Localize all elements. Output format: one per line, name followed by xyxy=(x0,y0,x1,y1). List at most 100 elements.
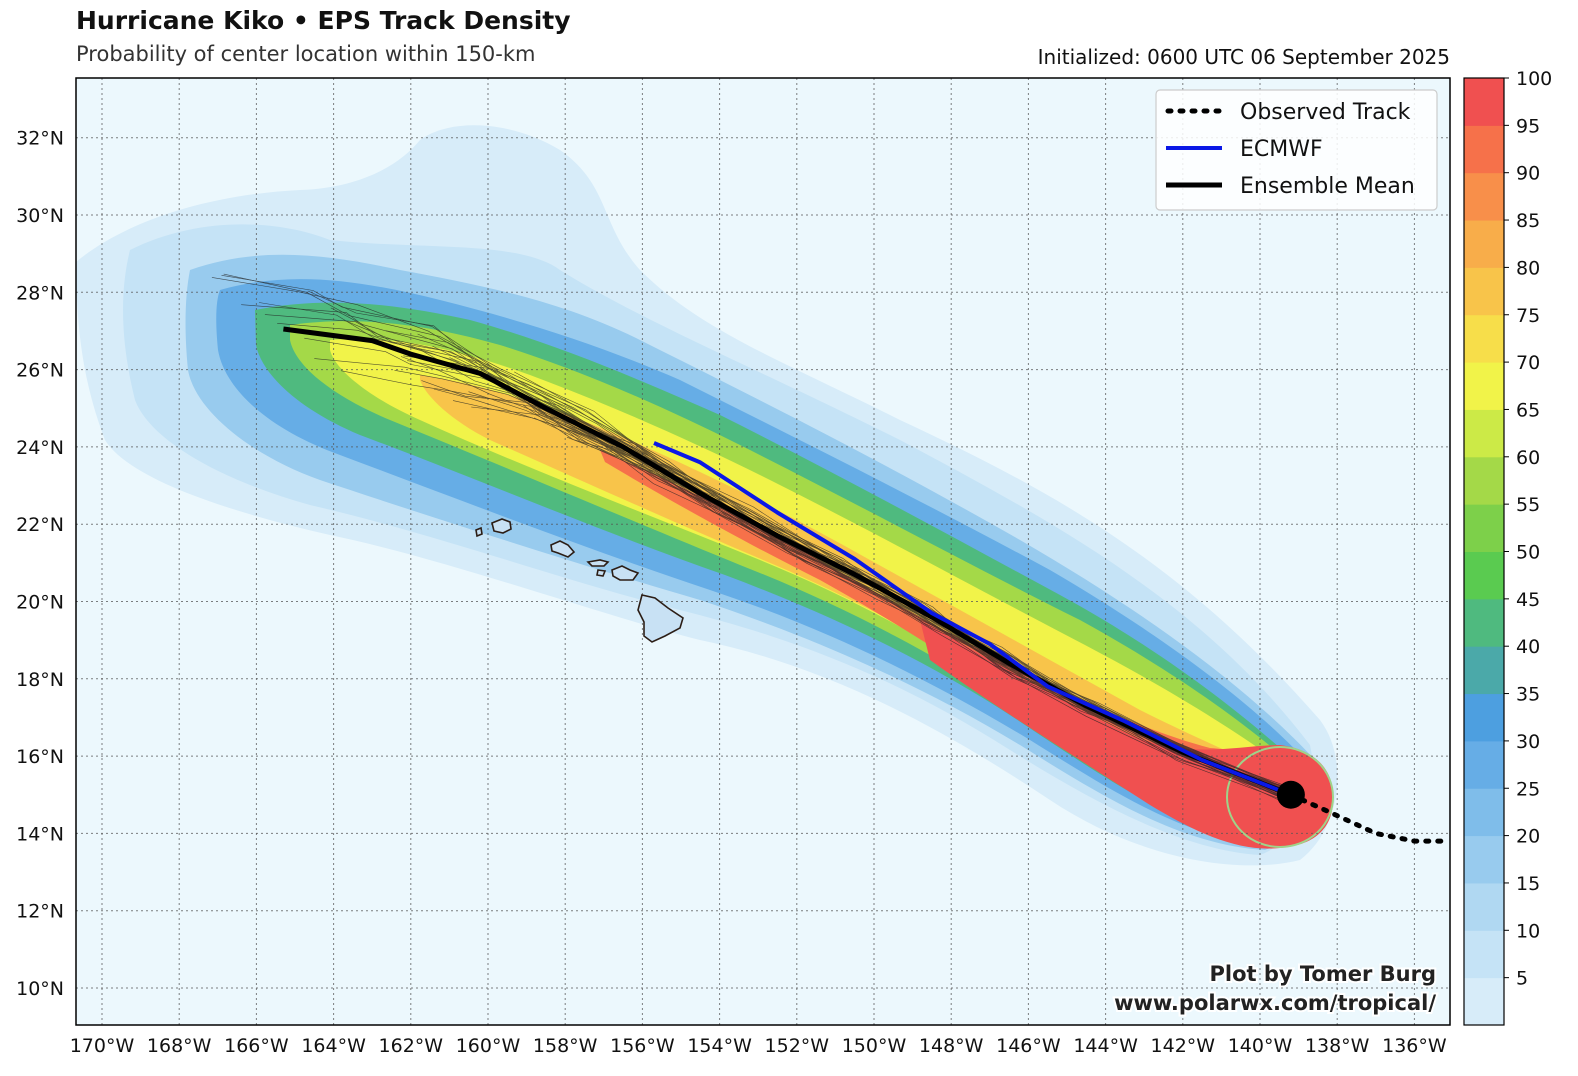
longitude-tick-label: 144°W xyxy=(1073,1035,1138,1057)
longitude-tick-label: 152°W xyxy=(765,1035,830,1057)
island-lanai xyxy=(596,569,607,577)
latitude-tick-label: 16°N xyxy=(16,746,64,768)
longitude-tick-label: 138°W xyxy=(1305,1035,1370,1057)
colorbar-label: 50 xyxy=(1516,542,1540,564)
island-maui xyxy=(611,565,640,581)
colorbar-segment xyxy=(1464,693,1504,742)
colorbar-label: 75 xyxy=(1516,305,1540,327)
colorbar-segment xyxy=(1464,930,1504,979)
map-frame xyxy=(75,77,1451,1026)
colorbar-label: 70 xyxy=(1516,352,1540,374)
longitude-tick-label: 154°W xyxy=(687,1035,752,1057)
colorbar-segment xyxy=(1464,314,1504,363)
colorbar-segment xyxy=(1464,267,1504,316)
longitude-tick-label: 168°W xyxy=(147,1035,212,1057)
ensemble-member-track xyxy=(241,304,1298,793)
longitude-tick-label: 150°W xyxy=(842,1035,907,1057)
longitude-tick-label: 136°W xyxy=(1382,1035,1447,1057)
hawaiian-islands xyxy=(475,518,684,643)
colorbar-label: 55 xyxy=(1516,494,1540,516)
latitude-tick-label: 32°N xyxy=(16,128,64,150)
legend: Observed Track ECMWF Ensemble Mean xyxy=(1155,89,1438,211)
credit-url: www.polarwx.com/tropical/ xyxy=(1114,991,1436,1015)
colorbar-label: 95 xyxy=(1516,115,1540,137)
colorbar-label: 35 xyxy=(1516,684,1540,706)
ensemble-member-track xyxy=(468,391,1302,798)
latitude-tick-label: 24°N xyxy=(16,437,64,459)
credits: Plot by Tomer Burg www.polarwx.com/tropi… xyxy=(1112,960,1438,1017)
colorbar-segment xyxy=(1464,172,1504,221)
colorbar-segment xyxy=(1464,646,1504,695)
legend-ecmwf-label: ECMWF xyxy=(1240,137,1323,162)
latitude-tick-label: 20°N xyxy=(16,592,64,614)
longitude-tick-label: 142°W xyxy=(1151,1035,1216,1057)
colorbar-label: 30 xyxy=(1516,731,1540,753)
colorbar-segment xyxy=(1464,835,1504,884)
latitude-tick-label: 26°N xyxy=(16,360,64,382)
longitude-tick-label: 156°W xyxy=(610,1035,675,1057)
plot-title: Hurricane Kiko • EPS Track Density xyxy=(76,6,571,35)
island-kauai xyxy=(491,518,512,534)
latitude-tick-label: 22°N xyxy=(16,514,64,536)
longitude-tick-label: 164°W xyxy=(301,1035,366,1057)
colorbar-segment xyxy=(1464,125,1504,174)
colorbar-label: 45 xyxy=(1516,589,1540,611)
latitude-tick-label: 18°N xyxy=(16,669,64,691)
island-hawaii xyxy=(637,594,684,643)
colorbar-segment xyxy=(1464,740,1504,789)
colorbar-label: 90 xyxy=(1516,163,1540,185)
colorbar-segment xyxy=(1464,882,1504,931)
legend-box xyxy=(1155,89,1438,211)
colorbar-segment xyxy=(1464,977,1504,1026)
latitude-tick-label: 14°N xyxy=(16,823,64,845)
plot-subtitle: Probability of center location within 15… xyxy=(76,42,536,66)
ensemble-member-track xyxy=(452,400,1289,800)
colorbar-label: 80 xyxy=(1516,257,1540,279)
init-time: Initialized: 0600 UTC 06 September 2025 xyxy=(1037,45,1450,69)
legend-observed-label: Observed Track xyxy=(1240,100,1411,125)
island-niihau xyxy=(475,526,483,538)
island-oahu xyxy=(550,540,576,558)
colorbar-label: 20 xyxy=(1516,826,1540,848)
longitude-tick-label: 170°W xyxy=(70,1035,135,1057)
latitude-tick-label: 28°N xyxy=(16,282,64,304)
colorbar-label: 15 xyxy=(1516,873,1540,895)
longitude-tick-label: 140°W xyxy=(1228,1035,1293,1057)
colorbar-segment xyxy=(1464,551,1504,600)
colorbar-segment xyxy=(1464,220,1504,268)
credit-author: Plot by Tomer Burg xyxy=(1210,962,1437,986)
longitude-tick-label: 158°W xyxy=(533,1035,598,1057)
latitude-tick-label: 12°N xyxy=(16,901,64,923)
colorbar-label: 100 xyxy=(1516,68,1552,90)
ensemble-member-track xyxy=(258,302,1300,801)
longitude-tick-label: 148°W xyxy=(919,1035,984,1057)
ensemble-member-track xyxy=(559,426,1297,798)
colorbar-segment xyxy=(1464,362,1504,410)
longitude-tick-label: 146°W xyxy=(996,1035,1061,1057)
longitude-tick-label: 162°W xyxy=(379,1035,444,1057)
colorbar-label: 10 xyxy=(1516,920,1540,942)
legend-mean-label: Ensemble Mean xyxy=(1240,174,1415,199)
colorbar-label: 85 xyxy=(1516,210,1540,232)
colorbar-label: 5 xyxy=(1516,968,1528,990)
colorbar: 5 10 15 20 25 30 35 40 45 50 55 60 65 70 75 80 85 90 95 100 xyxy=(1463,68,1552,1026)
colorbar-label: 25 xyxy=(1516,778,1540,800)
longitude-tick-label: 166°W xyxy=(224,1035,289,1057)
ensemble-member-track xyxy=(277,323,1296,791)
observed-track-line xyxy=(1288,792,1450,844)
colorbar-label: 65 xyxy=(1516,399,1540,421)
colorbar-label: 60 xyxy=(1516,447,1540,469)
island-molokai xyxy=(586,559,610,567)
colorbar-segment xyxy=(1464,456,1504,505)
latitude-tick-label: 30°N xyxy=(16,205,64,227)
latitude-tick-label: 10°N xyxy=(16,978,64,1000)
colorbar-segment xyxy=(1464,598,1504,647)
longitude-tick-label: 160°W xyxy=(456,1035,521,1057)
colorbar-label: 40 xyxy=(1516,636,1540,658)
colorbar-segment xyxy=(1464,409,1504,458)
colorbar-segment xyxy=(1464,78,1504,126)
latitude-labels: 10°N 12°N 14°N 16°N 18°N 20°N 22°N 24°N 26°N 28°N… xyxy=(16,128,64,1000)
ecmwf-track-line xyxy=(653,441,1292,797)
colorbar-segment xyxy=(1464,788,1504,837)
